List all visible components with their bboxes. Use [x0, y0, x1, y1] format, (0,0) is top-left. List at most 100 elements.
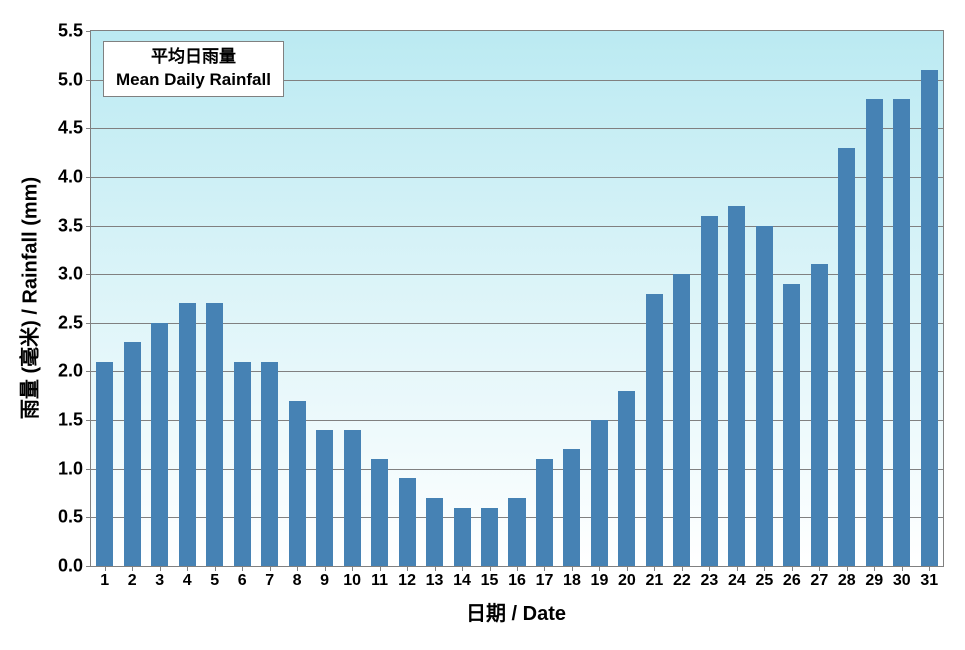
- x-tick-label: 19: [591, 572, 609, 590]
- y-tick-mark: [86, 31, 91, 32]
- y-tick-label: 0.5: [58, 507, 83, 528]
- x-tick-mark: [297, 566, 298, 571]
- x-tick-mark: [462, 566, 463, 571]
- legend-line-1: 平均日雨量: [116, 46, 271, 69]
- y-tick-mark: [86, 566, 91, 567]
- x-tick-label: 7: [265, 572, 274, 590]
- bar: [399, 478, 416, 566]
- x-tick-mark: [874, 566, 875, 571]
- y-tick-mark: [86, 128, 91, 129]
- x-tick-label: 20: [618, 572, 636, 590]
- x-tick-label: 5: [210, 572, 219, 590]
- legend-box: 平均日雨量 Mean Daily Rainfall: [103, 41, 284, 97]
- bar: [701, 216, 718, 566]
- x-tick-mark: [490, 566, 491, 571]
- y-tick-mark: [86, 517, 91, 518]
- x-tick-label: 6: [238, 572, 247, 590]
- bar: [261, 362, 278, 566]
- bar: [151, 323, 168, 566]
- gridline: [91, 226, 943, 227]
- bar: [124, 342, 141, 566]
- x-tick-label: 28: [838, 572, 856, 590]
- x-tick-label: 21: [646, 572, 664, 590]
- x-tick-label: 11: [371, 572, 388, 590]
- x-tick-label: 24: [728, 572, 746, 590]
- x-tick-mark: [270, 566, 271, 571]
- y-tick-mark: [86, 371, 91, 372]
- legend-line-2: Mean Daily Rainfall: [116, 69, 271, 92]
- bar: [481, 508, 498, 566]
- x-tick-label: 2: [128, 572, 137, 590]
- bar: [371, 459, 388, 566]
- bar: [811, 264, 828, 566]
- bar: [673, 274, 690, 566]
- bar: [316, 430, 333, 566]
- x-tick-label: 3: [155, 572, 164, 590]
- x-tick-label: 17: [536, 572, 554, 590]
- y-tick-label: 5.5: [58, 21, 83, 42]
- gridline: [91, 128, 943, 129]
- y-tick-label: 2.5: [58, 312, 83, 333]
- x-tick-mark: [325, 566, 326, 571]
- bar: [289, 401, 306, 566]
- bar: [234, 362, 251, 566]
- x-tick-label: 25: [755, 572, 773, 590]
- x-tick-mark: [160, 566, 161, 571]
- x-tick-label: 1: [100, 572, 109, 590]
- x-tick-mark: [544, 566, 545, 571]
- x-tick-label: 13: [426, 572, 444, 590]
- x-tick-mark: [847, 566, 848, 571]
- x-tick-label: 18: [563, 572, 581, 590]
- x-tick-mark: [709, 566, 710, 571]
- x-tick-label: 4: [183, 572, 192, 590]
- y-tick-label: 0.0: [58, 556, 83, 577]
- gridline: [91, 177, 943, 178]
- bar: [866, 99, 883, 566]
- x-tick-mark: [352, 566, 353, 571]
- bar: [426, 498, 443, 566]
- y-tick-label: 1.5: [58, 410, 83, 431]
- y-tick-mark: [86, 469, 91, 470]
- bar: [618, 391, 635, 566]
- y-tick-mark: [86, 177, 91, 178]
- bar: [921, 70, 938, 566]
- x-tick-label: 22: [673, 572, 691, 590]
- x-tick-mark: [792, 566, 793, 571]
- x-tick-mark: [764, 566, 765, 571]
- bar: [728, 206, 745, 566]
- x-tick-mark: [215, 566, 216, 571]
- bar: [646, 294, 663, 566]
- x-tick-label: 26: [783, 572, 801, 590]
- x-tick-mark: [682, 566, 683, 571]
- x-tick-label: 16: [508, 572, 526, 590]
- y-tick-label: 4.0: [58, 166, 83, 187]
- plot-area: 0.00.51.01.52.02.53.03.54.04.55.05.5 123…: [90, 30, 944, 567]
- y-tick-label: 2.0: [58, 361, 83, 382]
- x-tick-mark: [435, 566, 436, 571]
- bar: [454, 508, 471, 566]
- bar: [563, 449, 580, 566]
- x-axis-title: 日期 / Date: [466, 597, 566, 626]
- x-tick-mark: [407, 566, 408, 571]
- y-tick-label: 3.0: [58, 264, 83, 285]
- x-tick-mark: [380, 566, 381, 571]
- bar: [96, 362, 113, 566]
- x-tick-label: 8: [293, 572, 302, 590]
- bar: [206, 303, 223, 566]
- y-axis-title: 雨量 (毫米) / Rainfall (mm): [14, 176, 43, 418]
- y-tick-label: 5.0: [58, 69, 83, 90]
- y-tick-mark: [86, 80, 91, 81]
- y-tick-label: 1.0: [58, 458, 83, 479]
- x-tick-label: 10: [343, 572, 361, 590]
- y-tick-mark: [86, 226, 91, 227]
- y-tick-mark: [86, 323, 91, 324]
- x-tick-mark: [627, 566, 628, 571]
- bar: [536, 459, 553, 566]
- y-tick-label: 3.5: [58, 215, 83, 236]
- x-tick-mark: [654, 566, 655, 571]
- bar: [838, 148, 855, 566]
- x-tick-label: 15: [481, 572, 499, 590]
- x-tick-mark: [929, 566, 930, 571]
- x-tick-mark: [187, 566, 188, 571]
- x-tick-mark: [105, 566, 106, 571]
